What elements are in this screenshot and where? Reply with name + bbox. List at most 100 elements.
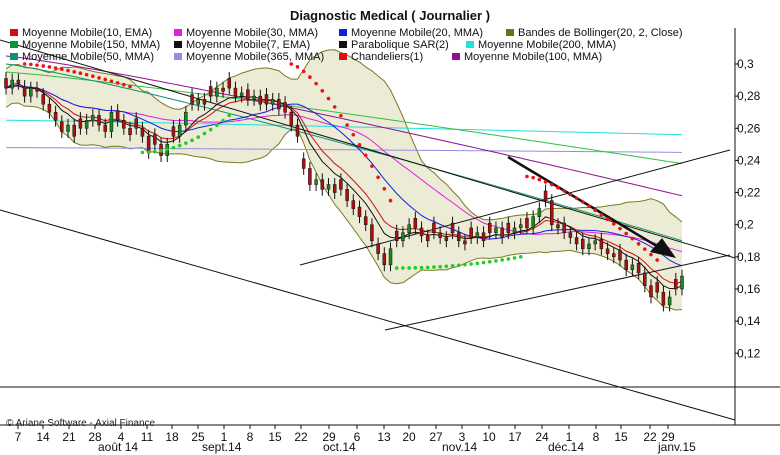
candle-body: [66, 124, 70, 132]
sar-layer: [22, 62, 659, 270]
sar-dot: [438, 264, 442, 269]
x-day-label: 25: [191, 430, 205, 444]
candle-body: [215, 87, 219, 97]
credit-text: © Ariane Software - Axial Finance: [6, 418, 156, 429]
sar-dot: [115, 81, 120, 85]
legend-label: Moyenne Mobile(150, MMA): [22, 39, 160, 51]
sar-dot: [587, 204, 591, 208]
candle-body: [29, 87, 33, 97]
candle-body: [91, 115, 95, 121]
candle-body: [239, 92, 244, 97]
sar-dot: [630, 236, 635, 241]
candle-body: [469, 227, 473, 238]
candle-body: [78, 118, 83, 129]
candle-body: [568, 232, 573, 238]
candle-body: [16, 79, 21, 84]
sar-dot: [78, 71, 83, 76]
candle-body: [233, 87, 238, 97]
legend-label: Moyenne Mobile(200, MMA): [478, 39, 616, 51]
x-day-label: 22: [643, 430, 657, 444]
candle-body: [674, 279, 678, 290]
sar-dot: [177, 143, 182, 148]
axis-layer: 0,30,280,260,240,220,20,180,160,140,127 1…: [0, 28, 780, 454]
candle-body: [184, 111, 188, 126]
legend-swatch: [339, 29, 347, 36]
sar-dot: [35, 63, 39, 67]
candle-body: [97, 115, 101, 126]
candle-body: [531, 216, 535, 229]
candle-body: [581, 238, 585, 250]
sar-dot: [97, 76, 101, 80]
sar-dot: [419, 265, 424, 270]
candle-body: [339, 179, 343, 190]
sar-dot: [295, 65, 300, 69]
y-tick-label: 0,2: [737, 218, 754, 232]
y-tick-label: 0,24: [737, 153, 761, 167]
x-day-label: 27: [429, 430, 443, 444]
candle-body: [500, 227, 504, 238]
candle-body: [550, 200, 554, 225]
sar-dot: [425, 265, 430, 270]
candle-body: [320, 179, 325, 190]
candle-body: [301, 158, 306, 169]
candle-body: [314, 179, 318, 185]
y-tick-label: 0,22: [737, 186, 761, 200]
sar-dot: [401, 266, 405, 270]
y-tick-label: 0,14: [737, 314, 761, 328]
candle-body: [643, 272, 647, 287]
trendline-upper-channel: [0, 39, 736, 259]
candle-body: [258, 95, 263, 105]
sar-dot: [413, 266, 418, 270]
legend: Moyenne Mobile(10, EMA) Moyenne Mobile(30…: [10, 27, 682, 63]
y-tick-label: 0,3: [737, 57, 754, 71]
sar-dot: [407, 266, 411, 270]
sar-dot: [47, 65, 52, 69]
sar-dot: [463, 262, 467, 267]
sar-dot: [618, 226, 622, 231]
candle-body: [47, 103, 52, 113]
x-day-label: 29: [322, 430, 336, 444]
candle-body: [22, 86, 27, 97]
candle-body: [456, 232, 461, 242]
legend-label: Bandes de Bollinger(20, 2, Close): [518, 27, 682, 39]
x-day-label: 3: [459, 430, 466, 444]
sar-dot: [308, 75, 312, 79]
legend-swatch: [10, 41, 18, 48]
sar-dot: [487, 259, 492, 264]
sar-dot: [22, 62, 27, 66]
x-day-label: 1: [566, 430, 573, 444]
candle-body: [227, 78, 232, 89]
sar-dot: [444, 264, 449, 269]
sar-dot: [599, 212, 604, 217]
candle-body: [122, 119, 126, 129]
sar-dot: [549, 182, 554, 187]
x-day-label: 1: [221, 430, 228, 444]
candle-body: [202, 99, 207, 105]
sar-dot: [109, 79, 114, 83]
sar-dot: [624, 231, 628, 236]
y-tick-label: 0,18: [737, 250, 761, 264]
candle-body: [432, 222, 436, 233]
y-tick-label: 0,28: [737, 89, 761, 103]
ma-200-line: [5, 119, 683, 136]
legend-label: Moyenne Mobile(30, MMA): [186, 27, 318, 39]
ma-7-ema-line: [5, 84, 683, 290]
trend-arrow-head: [650, 238, 676, 258]
sar-dot: [159, 148, 163, 153]
sar-dot: [531, 175, 535, 180]
sar-dot: [128, 84, 132, 89]
sar-dot: [506, 257, 511, 261]
candle-body: [10, 79, 14, 89]
candle-body: [4, 78, 8, 89]
sar-dot: [84, 72, 89, 77]
sar-dot: [60, 67, 64, 72]
candle-body: [332, 184, 337, 193]
candle-body: [146, 136, 151, 153]
sar-dot: [122, 82, 126, 87]
candle-body: [593, 240, 597, 245]
candle-body: [413, 218, 418, 229]
legend-swatch: [174, 41, 182, 48]
sar-dot: [103, 77, 108, 82]
candle-body: [363, 216, 368, 225]
sar-dot: [72, 70, 77, 74]
